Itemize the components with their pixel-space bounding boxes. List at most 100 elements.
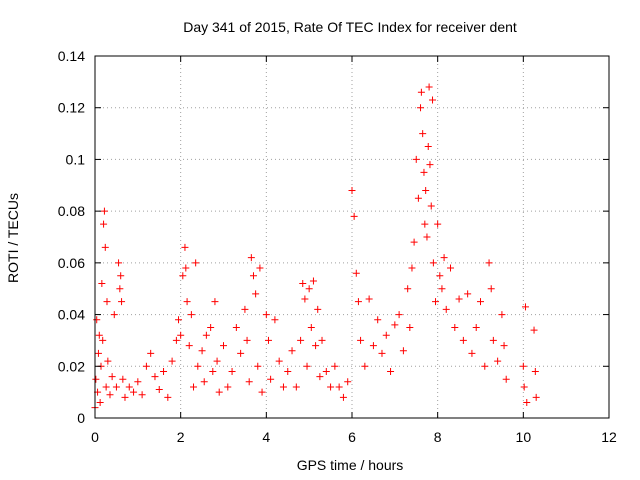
data-point (92, 375, 100, 383)
data-point (481, 362, 489, 370)
data-point (399, 347, 407, 355)
data-point (119, 375, 127, 383)
data-point (440, 254, 448, 262)
data-point (374, 316, 382, 324)
data-point (160, 367, 168, 375)
data-point (305, 285, 313, 293)
y-tick-label: 0.12 (58, 100, 85, 116)
data-point (241, 305, 249, 313)
data-point (312, 342, 320, 350)
data-point (100, 220, 108, 228)
data-point (243, 336, 251, 344)
data-point (429, 259, 437, 267)
data-point (378, 349, 386, 357)
data-point (532, 393, 540, 401)
data-point (94, 349, 102, 357)
data-point (220, 342, 227, 350)
data-point (130, 388, 138, 396)
data-point (404, 285, 412, 293)
data-point (318, 336, 326, 344)
data-point (175, 316, 183, 324)
data-point (198, 347, 206, 355)
data-point (209, 367, 217, 375)
data-point (264, 336, 272, 344)
data-point (387, 367, 395, 375)
x-tick-label: 12 (601, 429, 617, 445)
data-point (112, 383, 120, 391)
data-point (118, 298, 126, 306)
data-point (262, 311, 270, 319)
y-axis-label: ROTI / TECUs (5, 193, 21, 283)
data-point (412, 155, 420, 163)
data-point (138, 391, 146, 399)
data-point (181, 243, 189, 251)
x-tick-label: 0 (91, 429, 99, 445)
data-point (309, 277, 317, 285)
data-point (316, 373, 324, 381)
data-point (292, 383, 300, 391)
data-point (434, 220, 442, 228)
data-point (228, 367, 236, 375)
data-point (369, 342, 377, 350)
y-tick-label: 0.04 (58, 307, 85, 323)
data-point (344, 378, 352, 386)
data-point (185, 342, 193, 350)
data-point (417, 88, 425, 96)
data-point (530, 326, 538, 334)
data-point (151, 373, 159, 381)
chart-title: Day 341 of 2015, Rate Of TEC Index for r… (183, 19, 517, 35)
data-point (103, 298, 111, 306)
data-point (395, 311, 403, 319)
data-point (194, 362, 202, 370)
x-tick-label: 6 (348, 429, 356, 445)
data-point (232, 324, 240, 331)
data-point (489, 336, 497, 344)
data-point (436, 272, 444, 280)
data-points (91, 83, 540, 412)
data-point (106, 391, 114, 399)
data-point (142, 362, 150, 370)
data-point (179, 272, 187, 280)
data-point (279, 383, 287, 391)
data-point (422, 186, 430, 194)
data-point (520, 383, 528, 391)
data-point (247, 254, 255, 262)
data-point (322, 367, 330, 375)
data-point (172, 336, 180, 344)
y-tick-label: 0.14 (58, 48, 85, 64)
data-point (472, 324, 480, 331)
data-point (414, 194, 422, 202)
x-tick-label: 4 (262, 429, 270, 445)
gridlines (95, 56, 609, 418)
data-point (426, 161, 434, 169)
y-tick-label: 0 (77, 410, 85, 426)
data-point (249, 272, 257, 280)
x-tick-label: 2 (177, 429, 185, 445)
data-point (459, 336, 467, 344)
data-point (93, 316, 101, 324)
data-point (96, 398, 104, 406)
data-point (245, 378, 253, 386)
data-point (419, 130, 427, 138)
data-point (531, 367, 539, 375)
data-point (121, 393, 129, 401)
y-tick-label: 0.1 (66, 151, 86, 167)
data-point (207, 324, 215, 331)
data-point (442, 305, 450, 313)
data-point (382, 331, 390, 339)
data-point (134, 378, 142, 386)
data-point (177, 331, 185, 339)
data-point (327, 383, 335, 391)
data-point (485, 259, 493, 267)
x-tick-label: 10 (516, 429, 532, 445)
data-point (200, 378, 208, 386)
data-point (455, 295, 463, 303)
data-point (500, 342, 508, 350)
data-point (408, 264, 416, 272)
data-point (498, 311, 506, 319)
data-point (421, 220, 429, 228)
data-point (190, 383, 198, 391)
data-point (451, 324, 459, 331)
